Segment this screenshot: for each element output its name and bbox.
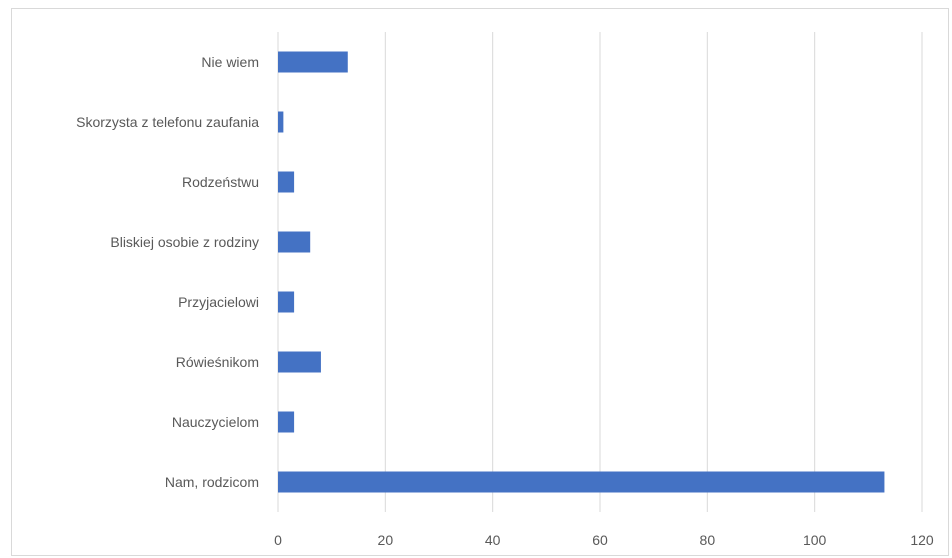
- category-label: Nie wiem: [201, 54, 259, 70]
- bar: [278, 291, 295, 313]
- bar: [278, 411, 295, 433]
- x-tick-label: 120: [910, 532, 934, 548]
- bars: [278, 51, 885, 493]
- category-label: Nauczycielom: [172, 414, 259, 430]
- category-label: Skorzysta z telefonu zaufania: [76, 114, 259, 130]
- category-label: Nam, rodzicom: [165, 474, 259, 490]
- bar: [278, 111, 284, 133]
- chart-frame: [11, 8, 949, 556]
- bar: [278, 351, 321, 373]
- x-tick-label: 60: [592, 532, 608, 548]
- x-tick-label: 100: [803, 532, 827, 548]
- x-tick-labels: 0 20 40 60 80 100 120: [274, 532, 934, 548]
- category-label: Rodzeństwu: [182, 174, 259, 190]
- category-label: Rówieśnikom: [176, 354, 259, 370]
- bar: [278, 51, 348, 73]
- gridlines: [277, 32, 923, 512]
- category-label: Przyjacielowi: [178, 294, 259, 310]
- x-tick-label: 20: [378, 532, 394, 548]
- x-tick-label: 40: [485, 532, 501, 548]
- x-tick-label: 0: [274, 532, 282, 548]
- category-labels: Nie wiem Skorzysta z telefonu zaufania Rod…: [76, 54, 259, 490]
- category-label: Bliskiej osobie z rodziny: [110, 234, 259, 250]
- bar: [278, 471, 885, 493]
- bar: [278, 171, 295, 193]
- x-tick-label: 80: [700, 532, 716, 548]
- bar: [278, 231, 311, 253]
